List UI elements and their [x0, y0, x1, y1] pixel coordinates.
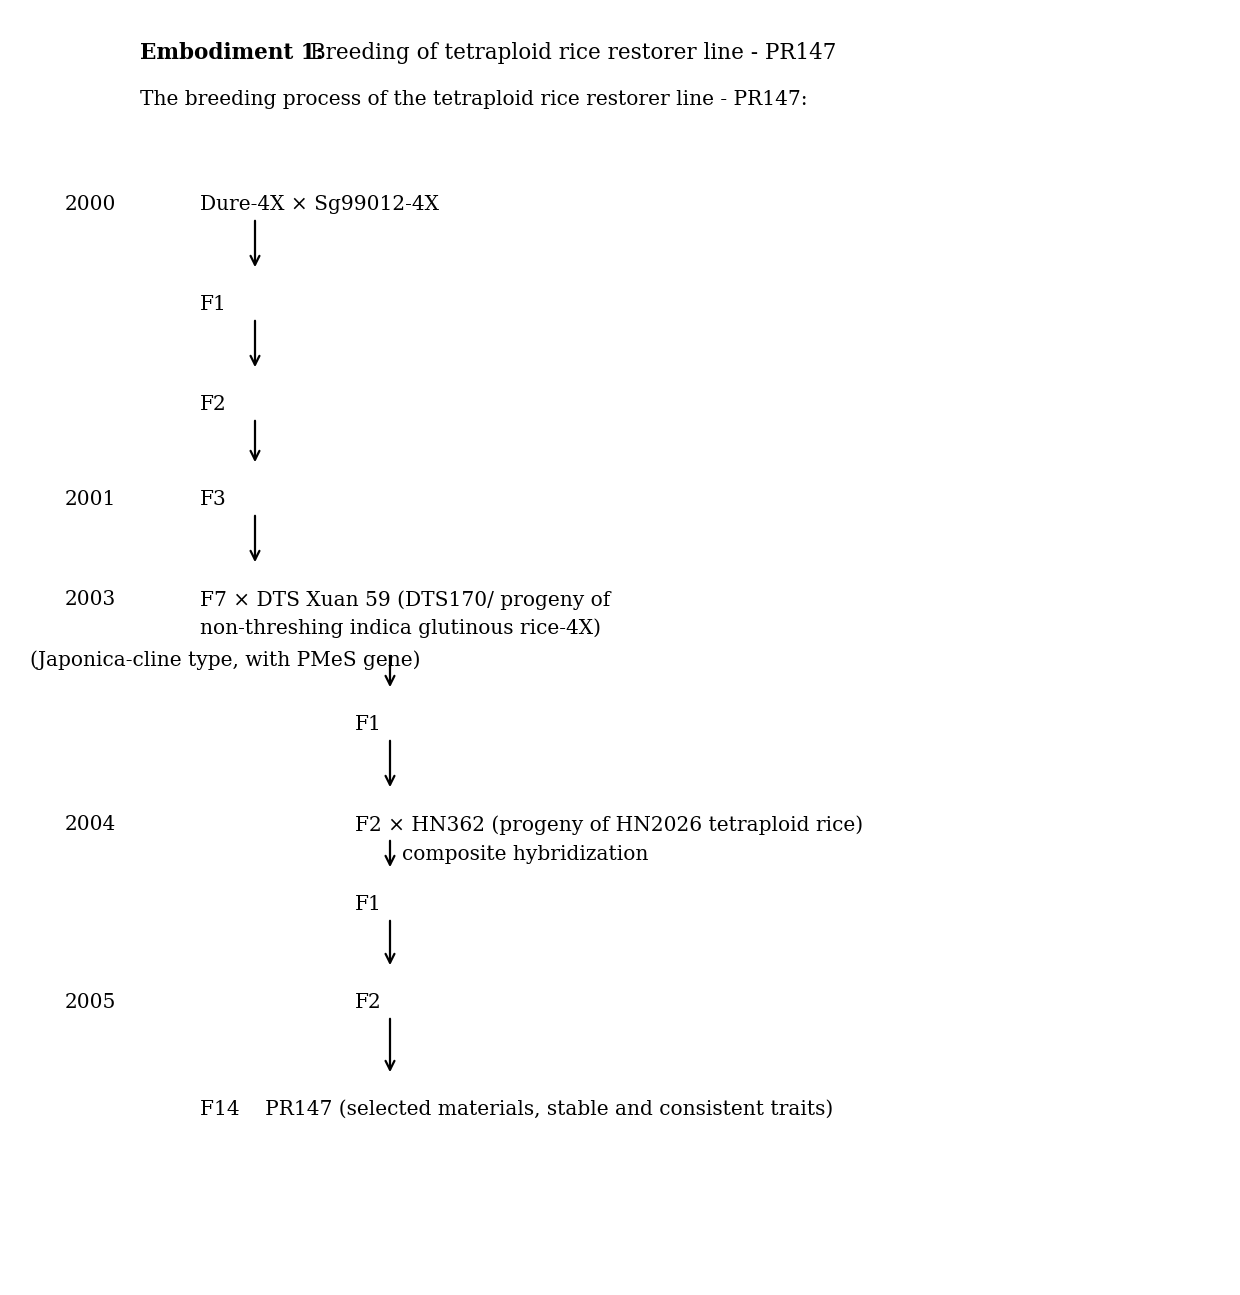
- Text: composite hybridization: composite hybridization: [402, 844, 649, 864]
- Text: F2 × HN362 (progeny of HN2026 tetraploid rice): F2 × HN362 (progeny of HN2026 tetraploid…: [355, 815, 863, 835]
- Text: 2005: 2005: [64, 993, 117, 1011]
- Text: Embodiment 1:: Embodiment 1:: [140, 41, 324, 63]
- Text: F2: F2: [355, 993, 382, 1011]
- Text: Breeding of tetraploid rice restorer line - PR147: Breeding of tetraploid rice restorer lin…: [310, 41, 836, 63]
- Text: (Japonica-cline type, with PMeS gene): (Japonica-cline type, with PMeS gene): [30, 650, 420, 670]
- Text: non-threshing indica glutinous rice-4X): non-threshing indica glutinous rice-4X): [200, 618, 601, 637]
- Text: The breeding process of the tetraploid rice restorer line - PR147:: The breeding process of the tetraploid r…: [140, 89, 807, 109]
- Text: F7 × DTS Xuan 59 (DTS170/ progeny of: F7 × DTS Xuan 59 (DTS170/ progeny of: [200, 591, 610, 610]
- Text: 2003: 2003: [64, 591, 117, 609]
- Text: 2004: 2004: [64, 815, 117, 834]
- Text: F1: F1: [355, 895, 382, 914]
- Text: F14    PR147 (selected materials, stable and consistent traits): F14 PR147 (selected materials, stable an…: [200, 1099, 833, 1119]
- Text: F2: F2: [200, 395, 227, 414]
- Text: F3: F3: [200, 490, 227, 509]
- Text: F1: F1: [355, 715, 382, 734]
- Text: Dure-4X × Sg99012-4X: Dure-4X × Sg99012-4X: [200, 196, 439, 214]
- Text: F1: F1: [200, 295, 227, 313]
- Text: 2000: 2000: [64, 196, 117, 214]
- Text: 2001: 2001: [64, 490, 117, 509]
